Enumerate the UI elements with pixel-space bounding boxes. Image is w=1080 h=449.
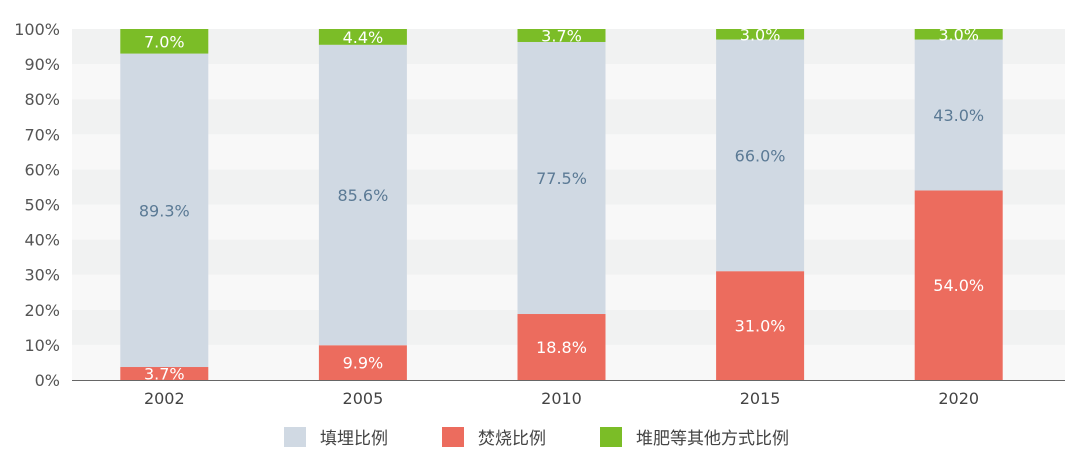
stacked-bar-chart: 0% 10% 20% 30% 40% 50% 60% 70% 80% 90% 100% 3.7% 89.… — [14, 20, 1065, 408]
data-label: 66.0% — [735, 146, 786, 165]
data-label: 77.5% — [536, 169, 587, 188]
data-label: 9.9% — [343, 354, 384, 373]
data-label: 89.3% — [139, 201, 190, 220]
bar-segment — [517, 41, 606, 315]
y-tick-label: 80% — [24, 90, 60, 109]
data-label: 18.8% — [536, 338, 587, 357]
y-tick-label: 100% — [14, 20, 60, 39]
bar-segment — [120, 29, 209, 54]
legend-swatch-incineration — [442, 426, 464, 447]
data-label: 31.0% — [735, 317, 786, 336]
bar-segment — [716, 271, 805, 380]
data-label: 7.0% — [144, 32, 185, 51]
data-label: 54.0% — [933, 276, 984, 295]
bar-segment — [716, 29, 805, 40]
legend-item-landfill: 填埋比例 — [284, 424, 388, 449]
bar-segment — [914, 39, 1003, 191]
x-tick-label: 2015 — [740, 389, 781, 408]
y-tick-label: 70% — [24, 125, 60, 144]
x-tick-label: 2005 — [343, 389, 384, 408]
bar-segment — [318, 345, 407, 380]
bar-segment — [120, 367, 209, 380]
bar-segment — [318, 29, 407, 45]
data-label: 3.7% — [541, 26, 582, 45]
data-label: 3.7% — [144, 365, 185, 384]
y-tick-label: 20% — [24, 301, 60, 320]
bar-segment — [914, 29, 1003, 40]
data-label: 3.0% — [938, 25, 979, 44]
legend-label-incineration: 焚烧比例 — [478, 429, 546, 449]
y-tick-label: 50% — [24, 196, 60, 215]
x-tick-label: 2002 — [144, 389, 185, 408]
bar-segment — [517, 29, 606, 42]
legend-swatch-compost — [600, 426, 622, 447]
y-tick-label: 10% — [24, 336, 60, 355]
y-tick-label: 0% — [35, 371, 60, 390]
y-tick-label: 30% — [24, 266, 60, 285]
legend-swatch-landfill — [284, 426, 306, 447]
y-tick-label: 40% — [24, 231, 60, 250]
data-label: 3.0% — [740, 25, 781, 44]
bar-segment — [914, 190, 1003, 380]
bar-segment — [517, 314, 606, 380]
legend-item-incineration: 焚烧比例 — [442, 424, 546, 449]
y-tick-label: 60% — [24, 160, 60, 179]
x-tick-label: 2010 — [541, 389, 582, 408]
y-tick-label: 90% — [24, 55, 60, 74]
bar-segment — [318, 44, 407, 346]
x-tick-label: 2020 — [938, 389, 979, 408]
legend-label-compost: 堆肥等其他方式比例 — [636, 429, 789, 449]
legend-label-landfill: 填埋比例 — [320, 429, 388, 449]
data-label: 43.0% — [933, 106, 984, 125]
bar-segment — [716, 39, 805, 272]
legend: 填埋比例 焚烧比例 堆肥等其他方式比例 — [0, 424, 1080, 449]
data-label: 85.6% — [337, 186, 388, 205]
data-label: 4.4% — [343, 28, 384, 47]
legend-item-compost: 堆肥等其他方式比例 — [600, 424, 789, 449]
bar-segment — [120, 53, 209, 368]
